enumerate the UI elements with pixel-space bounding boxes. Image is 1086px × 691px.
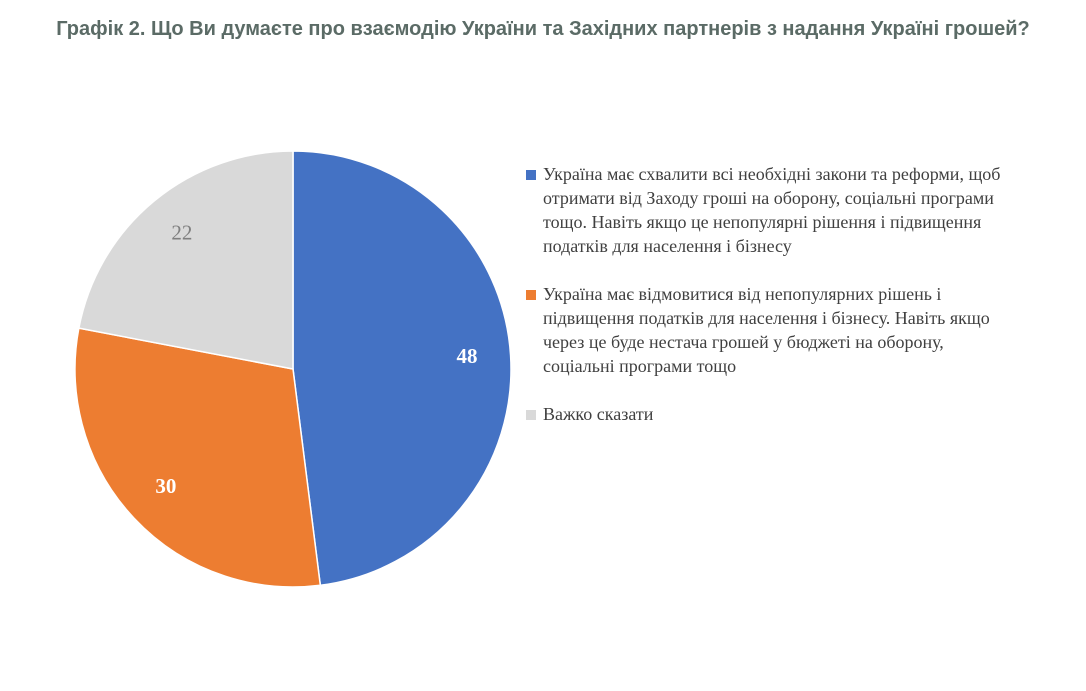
legend-item-refuse-reforms: Україна має відмовитися від непопулярних…	[526, 282, 1016, 378]
slice-hard-to-say	[77, 150, 294, 370]
chart-title: Графік 2. Що Ви думаєте про взаємодію Ук…	[56, 18, 1030, 40]
legend-swatch-gray	[526, 410, 536, 420]
data-label: 30	[155, 474, 176, 498]
legend-item-hard-to-say: Важко сказати	[526, 402, 1016, 426]
data-label: 22	[171, 220, 192, 244]
legend-swatch-blue	[526, 170, 536, 180]
legend-label: Важко сказати	[543, 404, 654, 424]
legend: Україна має схвалити всі необхідні закон…	[526, 162, 1016, 450]
legend-label: Україна має відмовитися від непопулярних…	[543, 284, 990, 376]
slice-refuse-reforms	[74, 327, 322, 588]
data-label: 48	[457, 344, 478, 368]
legend-item-accept-reforms: Україна має схвалити всі необхідні закон…	[526, 162, 1016, 258]
legend-swatch-orange	[526, 290, 536, 300]
slice-accept-reforms	[292, 150, 512, 587]
legend-label: Україна має схвалити всі необхідні закон…	[543, 164, 1001, 256]
